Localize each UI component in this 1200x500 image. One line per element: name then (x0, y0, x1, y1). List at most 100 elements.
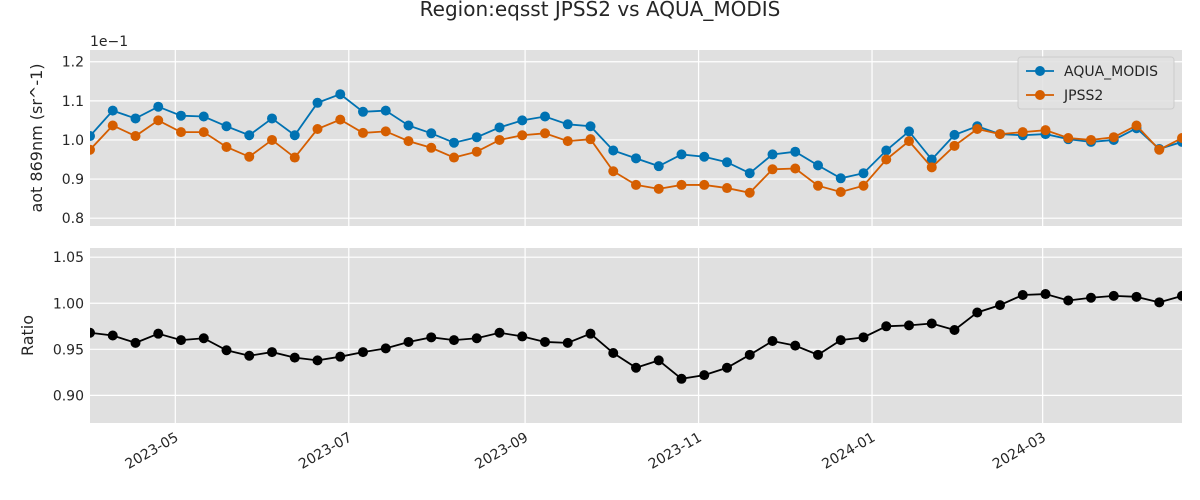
top-y-tick-label: 0.8 (62, 211, 84, 227)
data-point-jpss2 (358, 127, 368, 138)
data-point-aqua-modis (449, 137, 459, 148)
top-series-group (90, 89, 1182, 198)
data-point-ratio (426, 332, 437, 343)
data-point-aqua-modis (403, 120, 414, 131)
data-point-aqua-modis (153, 101, 164, 112)
data-point-ratio (380, 343, 391, 354)
data-point-ratio (722, 362, 732, 373)
data-point-aqua-modis (858, 168, 869, 179)
bottom-panel: 0.90 0.95 1.00 1.05 Ratio (18, 248, 1182, 423)
data-point-ratio (972, 307, 983, 318)
data-point-ratio (540, 336, 550, 347)
data-point-jpss2 (722, 183, 732, 194)
data-point-ratio (1040, 289, 1051, 300)
data-point-jpss2 (198, 127, 209, 138)
data-point-ratio (1063, 295, 1074, 306)
data-point-aqua-modis (107, 105, 118, 116)
top-y-tick-label: 1.2 (62, 55, 84, 71)
data-point-aqua-modis (676, 149, 687, 160)
data-point-aqua-modis (585, 121, 596, 132)
data-point-ratio (517, 331, 528, 342)
data-point-aqua-modis (790, 146, 801, 157)
bottom-plot-area (90, 248, 1182, 423)
data-point-aqua-modis (744, 168, 755, 179)
data-point-jpss2 (744, 187, 755, 198)
bottom-y-tick-label: 1.00 (53, 296, 84, 312)
data-point-ratio (904, 320, 914, 331)
data-point-aqua-modis (881, 145, 892, 156)
data-point-ratio (858, 332, 869, 343)
data-point-ratio (835, 335, 846, 346)
data-point-ratio (449, 335, 459, 346)
top-y-tick-label: 1.0 (62, 133, 84, 149)
data-point-ratio (153, 328, 164, 339)
data-point-aqua-modis (380, 105, 391, 116)
data-point-aqua-modis (358, 106, 368, 117)
legend: AQUA_MODIS JPSS2 (1017, 56, 1175, 110)
data-point-aqua-modis (176, 110, 186, 121)
data-point-ratio (631, 362, 641, 373)
data-point-jpss2 (1086, 134, 1096, 145)
data-point-aqua-modis (926, 154, 937, 165)
top-panel: 0.8 0.9 1.0 1.1 1.2 aot 869nm (sr^-1) 1e−1 AQUA… (27, 34, 1182, 227)
data-point-jpss2 (926, 162, 937, 173)
data-point-aqua-modis (653, 161, 664, 172)
bottom-series-group (90, 289, 1182, 384)
data-point-ratio (1154, 297, 1165, 308)
data-point-ratio (949, 324, 960, 335)
data-point-jpss2 (995, 129, 1005, 140)
data-point-jpss2 (1131, 120, 1142, 131)
data-point-ratio (767, 336, 778, 347)
data-point-ratio (744, 349, 755, 360)
data-point-jpss2 (449, 152, 459, 163)
data-point-jpss2 (380, 126, 391, 137)
data-point-aqua-modis (722, 157, 732, 168)
data-point-jpss2 (289, 152, 300, 163)
data-point-jpss2 (699, 179, 710, 190)
bottom-y-tick-label: 0.95 (53, 342, 84, 358)
data-point-aqua-modis (904, 126, 914, 137)
data-point-jpss2 (835, 186, 846, 197)
data-point-jpss2 (107, 120, 118, 131)
data-point-aqua-modis (426, 128, 437, 139)
x-tick-label: 2024-03 (990, 430, 1049, 473)
y-offset-text: 1e−1 (90, 34, 128, 50)
legend-marker (1035, 66, 1045, 76)
data-point-aqua-modis (835, 173, 846, 184)
data-point-jpss2 (426, 142, 437, 153)
data-point-aqua-modis (699, 151, 710, 162)
data-point-jpss2 (1063, 133, 1074, 143)
data-point-jpss2 (904, 136, 914, 147)
data-point-ratio (471, 333, 482, 344)
data-point-aqua-modis (471, 132, 482, 143)
data-point-aqua-modis (494, 122, 505, 133)
data-point-ratio (176, 335, 186, 346)
top-y-axis-label: aot 869nm (sr^-1) (27, 63, 46, 212)
data-point-jpss2 (881, 154, 892, 165)
data-point-jpss2 (1017, 127, 1028, 138)
data-point-jpss2 (176, 127, 186, 138)
data-point-aqua-modis (562, 119, 573, 130)
data-point-ratio (608, 348, 619, 358)
top-y-tick-label: 0.9 (62, 172, 84, 188)
data-point-ratio (1177, 290, 1182, 301)
data-point-jpss2 (653, 183, 664, 194)
data-point-ratio (244, 350, 255, 361)
data-point-ratio (312, 355, 323, 366)
data-point-jpss2 (972, 124, 983, 135)
data-point-aqua-modis (221, 121, 232, 132)
data-point-jpss2 (1040, 125, 1051, 136)
data-point-jpss2 (608, 166, 619, 177)
data-point-aqua-modis (608, 145, 619, 156)
data-point-jpss2 (90, 144, 95, 155)
data-point-aqua-modis (813, 160, 823, 171)
data-point-aqua-modis (267, 113, 277, 124)
data-point-jpss2 (130, 131, 141, 142)
x-axis: 2023-05 2023-07 2023-09 2023-11 2024-01 2024-… (123, 430, 1049, 473)
data-point-ratio (130, 337, 141, 348)
data-point-jpss2 (767, 164, 778, 175)
legend-marker (1035, 90, 1045, 100)
data-point-jpss2 (631, 179, 641, 190)
data-point-aqua-modis (517, 115, 528, 126)
